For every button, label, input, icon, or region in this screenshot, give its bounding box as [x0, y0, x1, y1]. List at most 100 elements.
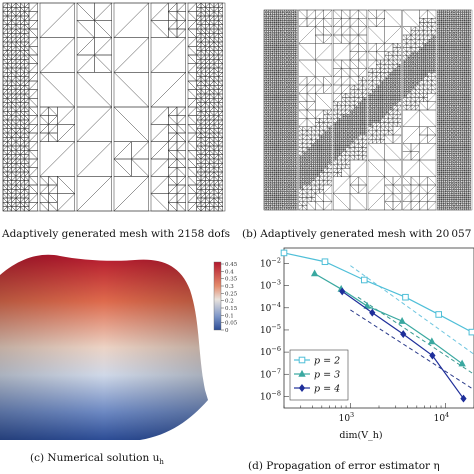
mesh-diagonal: [295, 57, 298, 61]
mesh-diagonal: [272, 111, 275, 115]
mesh-diagonal: [290, 86, 294, 90]
mesh-diagonal: [280, 186, 283, 190]
mesh-diagonal: [24, 184, 30, 190]
mesh-diagonal: [20, 141, 25, 147]
mesh-diagonal: [28, 202, 38, 212]
mesh-diagonal: [274, 99, 277, 102]
mesh-diagonal: [268, 168, 271, 171]
mesh-diagonal: [293, 114, 296, 117]
mesh-diagonal: [272, 186, 275, 190]
mesh-diagonal: [282, 66, 285, 69]
mesh-diagonal: [2, 206, 8, 212]
mesh-diagonal: [268, 36, 271, 40]
mesh-diagonal: [24, 115, 30, 121]
mesh-diagonal: [276, 143, 279, 146]
mesh-diagonal: [15, 167, 21, 173]
mesh-diagonal: [323, 118, 328, 123]
mesh-diagonal: [11, 167, 17, 173]
mesh-diagonal: [48, 176, 58, 186]
mesh-diagonal: [270, 14, 273, 17]
mesh-diagonal: [270, 36, 273, 40]
mesh-diagonal: [284, 199, 288, 202]
mesh-diagonal: [205, 189, 210, 194]
mesh-diagonal: [290, 201, 294, 204]
mesh-diagonal: [200, 11, 206, 17]
mesh-diagonal: [2, 132, 8, 138]
mesh-diagonal: [278, 59, 281, 63]
mesh-diagonal: [11, 98, 17, 103]
mesh-diagonal: [7, 154, 12, 160]
mesh-diagonal: [15, 20, 21, 25]
mesh-diagonal: [280, 132, 283, 136]
mesh-diagonal: [278, 80, 281, 84]
mesh-diagonal: [276, 47, 279, 50]
mesh-diagonal: [7, 202, 12, 207]
mesh-diagonal: [284, 59, 288, 63]
mesh-diagonal: [295, 155, 298, 159]
mesh-diagonal: [268, 122, 271, 125]
mesh-diagonal: [280, 136, 283, 140]
mesh-diagonal: [209, 2, 215, 8]
mesh-diagonal: [270, 45, 273, 48]
mesh-diagonal: [286, 159, 290, 163]
mesh-diagonal: [263, 149, 267, 152]
mesh-diagonal: [205, 132, 210, 138]
mesh-diagonal: [288, 24, 292, 27]
mesh-diagonal: [290, 159, 294, 163]
mesh-diagonal: [290, 205, 294, 209]
mesh-diagonal: [274, 41, 277, 44]
mesh-diagonal: [265, 147, 269, 150]
mesh-diagonal: [290, 199, 294, 202]
mesh-diagonal: [319, 147, 322, 150]
mesh-diagonal: [263, 124, 267, 127]
mesh-diagonal: [274, 203, 277, 206]
mesh-diagonal: [213, 119, 219, 125]
mesh-diagonal: [321, 153, 324, 156]
mesh-diagonal: [274, 207, 277, 211]
mesh-diagonal: [20, 158, 25, 164]
mesh-diagonal: [205, 15, 210, 21]
mesh-diagonal: [270, 20, 273, 23]
mesh-diagonal: [282, 82, 285, 86]
mesh-diagonal: [284, 89, 288, 92]
mesh-diagonal: [205, 7, 210, 12]
mesh-diagonal: [263, 128, 267, 131]
mesh-diagonal: [306, 161, 310, 165]
mesh-diagonal: [295, 84, 298, 88]
mesh-diagonal: [311, 153, 314, 156]
mesh-diagonal: [28, 176, 38, 186]
mesh-diagonal: [263, 197, 267, 200]
mesh-diagonal: [270, 89, 273, 92]
mesh-diagonal: [272, 170, 275, 173]
mesh-diagonal: [200, 15, 206, 21]
mesh-diagonal: [274, 186, 277, 190]
mesh-diagonal: [295, 97, 298, 100]
mesh-diagonal: [288, 118, 292, 121]
mesh-diagonal: [276, 134, 279, 138]
mesh-diagonal: [278, 68, 281, 71]
mesh-diagonal: [282, 180, 285, 184]
mesh-diagonal: [20, 184, 25, 190]
mesh-diagonal: [263, 151, 267, 154]
mesh-diagonal: [286, 18, 290, 21]
mesh-diagonal: [209, 41, 215, 47]
mesh-diagonal: [270, 182, 273, 186]
mesh-diagonal: [313, 161, 316, 165]
mesh-diagonal: [150, 106, 169, 125]
mesh-diagonal: [20, 28, 25, 34]
mesh-diagonal: [315, 93, 333, 111]
mesh-diagonal: [196, 115, 202, 121]
mesh-diagonal: [329, 141, 333, 144]
mesh-diagonal: [290, 168, 294, 171]
mesh-diagonal: [268, 16, 271, 19]
mesh-diagonal: [284, 114, 288, 117]
mesh-diagonal: [213, 15, 219, 21]
mesh-diagonal: [293, 193, 296, 196]
mesh-diagonal: [293, 153, 296, 156]
mesh-diagonal: [15, 80, 21, 86]
mesh-diagonal: [295, 182, 298, 186]
mesh-diagonal: [11, 189, 17, 194]
mesh-diagonal: [280, 139, 283, 142]
mesh-diagonal: [286, 193, 290, 196]
mesh-diagonal: [218, 154, 223, 160]
